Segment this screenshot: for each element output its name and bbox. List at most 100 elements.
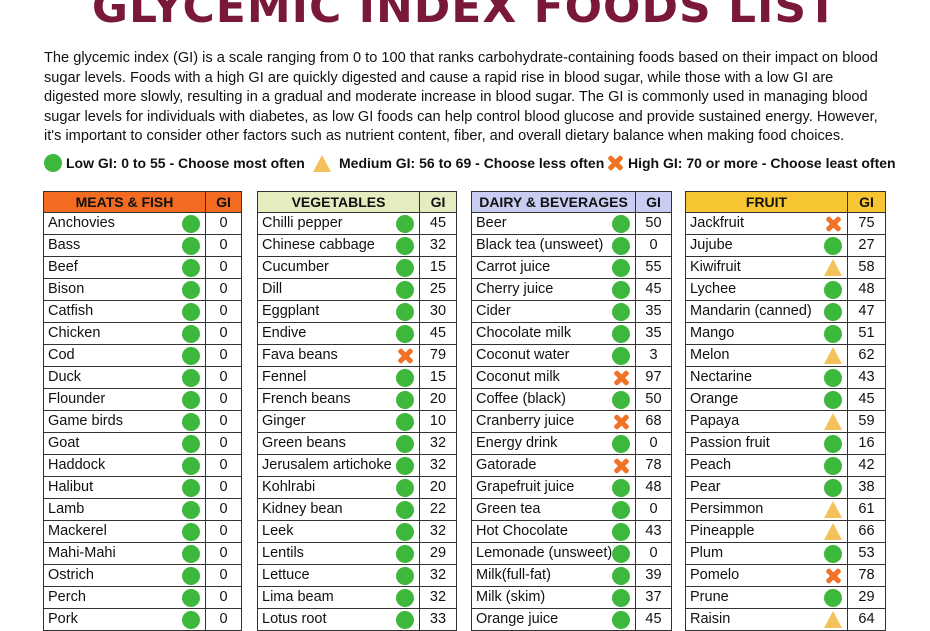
food-cell: Fava beans (257, 345, 420, 367)
food-name: Chicken (48, 325, 101, 341)
food-name: Fava beans (262, 347, 338, 363)
table-row: Hot Chocolate 43 (471, 521, 672, 543)
gi-value: 10 (420, 411, 457, 433)
food-cell: Chicken (43, 323, 206, 345)
green-circle-icon (824, 303, 842, 321)
gi-value: 45 (636, 279, 672, 301)
green-circle-icon (182, 523, 200, 541)
food-name: Lemonade (unsweet) (476, 545, 613, 561)
table-row: Ostrich 0 (43, 565, 242, 587)
food-name: Carrot juice (476, 259, 551, 275)
green-circle-icon (824, 325, 842, 343)
food-cell: Dill (257, 279, 420, 301)
gi-value: 15 (420, 367, 457, 389)
table-row: Jujube 27 (685, 235, 886, 257)
table-row: Cherry juice 45 (471, 279, 672, 301)
food-cell: Fennel (257, 367, 420, 389)
food-name: Lima beam (262, 589, 334, 605)
yellow-triangle-icon (824, 347, 842, 364)
yellow-triangle-icon (824, 501, 842, 518)
green-circle-icon (182, 347, 200, 365)
gi-value: 32 (420, 433, 457, 455)
food-name: Grapefruit juice (476, 479, 575, 495)
orange-cross-icon (396, 347, 414, 365)
food-name: Coconut water (476, 347, 570, 363)
food-name: Bass (48, 237, 81, 253)
green-circle-icon (182, 237, 200, 255)
food-cell: Cider (471, 301, 636, 323)
gi-value: 53 (848, 543, 886, 565)
table-row: Orange juice 45 (471, 609, 672, 631)
green-circle-icon (612, 589, 630, 607)
green-circle-icon (612, 567, 630, 585)
yellow-triangle-icon (824, 523, 842, 540)
green-circle-icon (396, 611, 414, 629)
table-row: Mango 51 (685, 323, 886, 345)
green-circle-icon (612, 281, 630, 299)
food-name: Lettuce (262, 567, 310, 583)
food-name: Flounder (48, 391, 106, 407)
food-name: Fennel (262, 369, 307, 385)
gi-value: 78 (848, 565, 886, 587)
table-row: Milk(full-fat) 39 (471, 565, 672, 587)
green-circle-icon (824, 369, 842, 387)
food-cell: Green tea (471, 499, 636, 521)
food-cell: Lychee (685, 279, 848, 301)
food-name: Haddock (48, 457, 106, 473)
food-name: Lentils (262, 545, 304, 561)
food-cell: Haddock (43, 455, 206, 477)
green-circle-icon (396, 501, 414, 519)
gi-value: 0 (636, 499, 672, 521)
food-cell: Green beans (257, 433, 420, 455)
gi-value: 45 (848, 389, 886, 411)
food-cell: Cod (43, 345, 206, 367)
table-row: Papaya 59 (685, 411, 886, 433)
food-name: Milk(full-fat) (476, 567, 551, 583)
gi-value: 38 (848, 477, 886, 499)
table-row: Flounder 0 (43, 389, 242, 411)
food-name: Cherry juice (476, 281, 554, 297)
gi-value: 0 (206, 235, 242, 257)
table-row: Chocolate milk 35 (471, 323, 672, 345)
food-name: Orange juice (476, 611, 559, 627)
table-row: Persimmon 61 (685, 499, 886, 521)
food-cell: Pineapple (685, 521, 848, 543)
food-cell: Beef (43, 257, 206, 279)
gi-value: 0 (206, 411, 242, 433)
green-circle-icon (396, 303, 414, 321)
gi-value: 58 (848, 257, 886, 279)
table-row: Bison 0 (43, 279, 242, 301)
food-name: Persimmon (690, 501, 764, 517)
gi-value: 32 (420, 455, 457, 477)
green-circle-icon (396, 435, 414, 453)
food-name: French beans (262, 391, 351, 407)
gi-value: 42 (848, 455, 886, 477)
table-row: Passion fruit 16 (685, 433, 886, 455)
column-header-gi: GI (848, 191, 886, 213)
green-circle-icon (182, 391, 200, 409)
food-name: Mango (690, 325, 735, 341)
food-name: Bison (48, 281, 85, 297)
green-circle-icon (182, 545, 200, 563)
food-name: Game birds (48, 413, 123, 429)
food-cell: Mahi-Mahi (43, 543, 206, 565)
table-row: Chilli pepper 45 (257, 213, 457, 235)
food-cell: Lamb (43, 499, 206, 521)
gi-value: 68 (636, 411, 672, 433)
gi-value: 0 (206, 367, 242, 389)
table-row: Pineapple 66 (685, 521, 886, 543)
green-circle-icon (396, 259, 414, 277)
legend-medium: Medium GI: 56 to 69 - Choose less often (313, 153, 604, 173)
food-cell: Beer (471, 213, 636, 235)
table-header: FRUIT GI (685, 191, 886, 213)
green-circle-icon (182, 501, 200, 519)
green-circle-icon (396, 479, 414, 497)
green-circle-icon (396, 567, 414, 585)
gi-value: 66 (848, 521, 886, 543)
table-header: DAIRY & BEVERAGES GI (471, 191, 672, 213)
orange-cross-icon (612, 457, 630, 475)
food-name: Ostrich (48, 567, 94, 583)
food-name: Anchovies (48, 215, 115, 231)
table-row: Mandarin (canned) 47 (685, 301, 886, 323)
food-cell: Coconut milk (471, 367, 636, 389)
